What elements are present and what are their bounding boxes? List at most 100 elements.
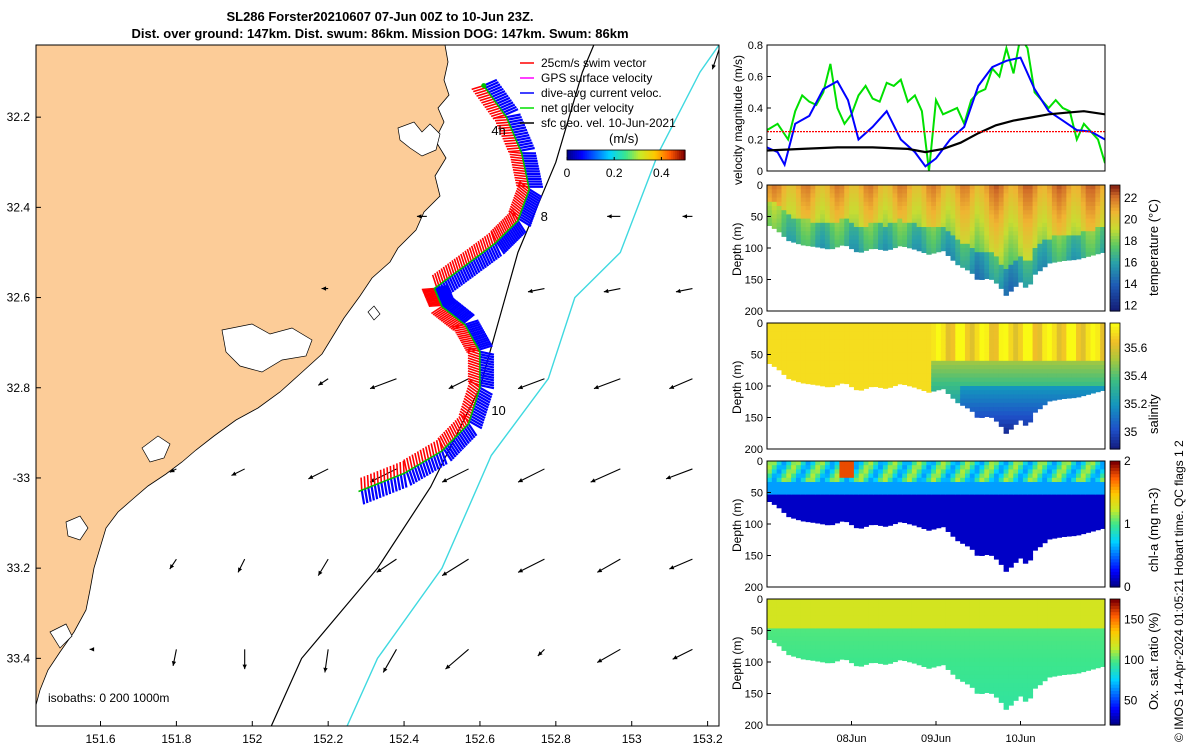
section-cell [1003,549,1009,554]
section-cell [791,469,797,475]
section-cell [839,507,845,512]
section-cell [849,185,855,190]
section-cell [771,206,778,211]
current-vector [468,420,483,430]
section-cell [921,185,927,190]
current-arrow-head [518,568,524,573]
section-cell [795,189,802,194]
section-cell [878,339,884,345]
section-cell [964,239,971,245]
section-cell [1047,356,1053,362]
section-cell [829,519,836,525]
section-cell [1051,231,1058,236]
current-vector [479,371,495,377]
section-cell [892,636,898,642]
section-cell [950,210,956,215]
section-cell [786,607,792,613]
section-cell [1047,369,1053,374]
section-cell [829,352,836,358]
section-cell [902,339,908,345]
section-cell [805,611,811,617]
section-cell [969,461,976,466]
current-vector [487,247,496,262]
section-cell [1090,348,1096,353]
current-arrow-head [89,647,95,652]
section-cell [1066,189,1072,194]
section-cell [902,611,908,617]
section-cell [878,615,884,621]
current-vector [474,257,483,272]
section-cell [1008,243,1014,249]
section-cell [993,227,1000,232]
section-cell [1061,331,1067,337]
section-cell [1066,193,1072,199]
section-cell [829,524,836,526]
swim-vector [423,291,437,295]
section-cell [858,377,865,383]
section-cell [820,193,826,199]
section-cell [964,407,971,409]
section-cell [1032,252,1038,257]
section-cell [820,599,826,604]
section-cell [955,243,961,249]
section-cell [902,335,908,341]
section-cell [1080,339,1087,345]
section-cell [858,373,865,379]
section-cell [834,607,840,613]
section-cell [771,503,778,505]
section-cell [989,402,995,408]
section-cell [882,524,889,527]
section-cell [1022,369,1029,374]
section-cell [1061,365,1067,370]
section-cell [907,227,913,232]
section-cell [1056,193,1063,199]
section-cell [858,657,865,663]
section-cell [820,239,826,245]
section-cell [824,632,831,638]
section-cell [853,369,860,374]
section-cell [892,222,898,228]
section-cell [916,482,923,487]
section-cell [882,369,889,374]
section-cell [1100,222,1106,228]
section-cell [767,465,773,470]
section-cell [1056,477,1063,483]
colorbar-cell [667,150,670,160]
section-cell [824,227,831,232]
section-cell [1056,490,1063,496]
section-cell [969,248,976,253]
section-cell [791,490,797,496]
swim-vector [503,217,511,230]
section-cell [902,620,908,625]
section-cell [1003,269,1009,274]
section-cell [849,498,855,504]
section-cell [1037,461,1043,466]
section-cell [786,235,792,241]
section-cell [1085,390,1092,395]
section-cell [993,360,1000,366]
section-cell [1071,331,1077,337]
section-cell [892,607,898,613]
section-cell [781,348,787,353]
section-cell [1056,465,1063,470]
section-cell [800,218,807,224]
current-vector [469,417,484,427]
section-cell [940,377,947,383]
section-cell [974,201,980,207]
section-cell [858,197,865,203]
section-cell [916,381,923,387]
section-cell [1018,557,1024,559]
section-cell [902,243,908,248]
section-cell [921,201,927,207]
swim-vector [509,205,521,215]
section-cell [820,222,826,228]
section-cell [795,490,802,496]
section-cell [858,653,865,659]
section-cell [1013,411,1019,416]
section-cell [892,369,898,374]
section-cell [771,197,778,203]
section-cell [1037,356,1043,362]
section-cell [849,636,855,642]
section-cell [1076,197,1082,203]
section-cell [844,628,850,634]
